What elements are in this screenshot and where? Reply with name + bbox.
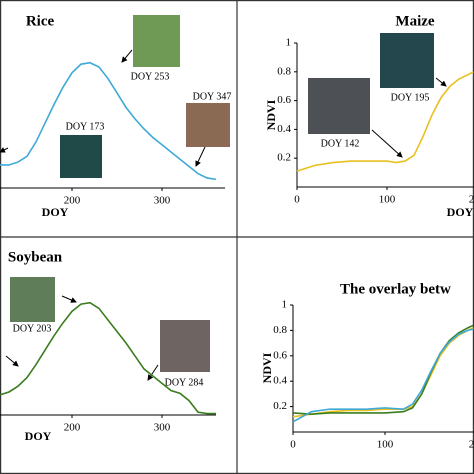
inset-image [60, 135, 102, 178]
arrow [195, 146, 206, 167]
inset-image [160, 320, 210, 372]
arrow [61, 295, 77, 303]
y-tick-label: 0.6 [273, 349, 287, 361]
y-tick-label: 1 [286, 37, 292, 49]
chart-title: Soybean [8, 249, 63, 265]
x-tick-label: 200 [64, 195, 81, 207]
series-line [296, 71, 474, 172]
x-tick-label: 200 [469, 194, 474, 206]
inset-image [133, 15, 180, 67]
inset-image [308, 78, 370, 134]
arrow [0, 147, 9, 153]
arrow [5, 355, 19, 367]
y-axis-label: NDVI [264, 99, 278, 130]
annotation: DOY 284 [165, 377, 204, 388]
y-tick-label: 0.8 [273, 324, 287, 336]
x-tick-label: 200 [64, 422, 81, 434]
inset-image [380, 33, 434, 88]
x-tick-label: 300 [154, 195, 171, 207]
x-tick-label: 0 [290, 439, 296, 451]
y-tick-label: 0.4 [277, 123, 291, 135]
annotation: DOY 253 [131, 71, 170, 82]
chart-title: Maize [395, 13, 434, 29]
x-axis-label: DOY [42, 205, 69, 219]
annotation: DOY 347 [193, 91, 232, 102]
annotation: DOY 142 [321, 138, 360, 149]
chart-title: The overlay betw [340, 281, 451, 297]
chart-title: Rice [26, 13, 55, 29]
y-tick-label: 0.4 [273, 375, 287, 387]
y-tick-label: 1 [282, 299, 288, 311]
series-line [292, 328, 474, 423]
arrow [147, 364, 159, 381]
inset-image [10, 277, 55, 322]
series-line [0, 61, 217, 181]
arrow [435, 77, 447, 87]
annotation: DOY 195 [391, 92, 430, 103]
y-tick-label: 0.2 [277, 152, 291, 164]
series-line [292, 327, 474, 418]
y-tick-label: 0.8 [277, 65, 291, 77]
series-line [292, 324, 474, 416]
y-axis-label: NDVI [260, 352, 274, 383]
arrow [371, 129, 403, 158]
x-tick-label: 100 [379, 194, 396, 206]
annotation: DOY 203 [13, 323, 52, 334]
x-tick-label: 100 [377, 439, 394, 451]
y-tick-label: 0.2 [273, 400, 287, 412]
inset-image [186, 103, 230, 147]
series-line [0, 301, 216, 415]
x-axis-label: DOY [25, 429, 52, 443]
y-tick-label: 0.6 [277, 94, 291, 106]
annotation: DOY 173 [66, 121, 105, 132]
x-tick-label: 300 [154, 422, 171, 434]
x-tick-label: 0 [294, 194, 300, 206]
arrow [121, 49, 133, 63]
x-axis-label: DOY [447, 205, 474, 219]
x-tick-label: 200 [469, 439, 474, 451]
